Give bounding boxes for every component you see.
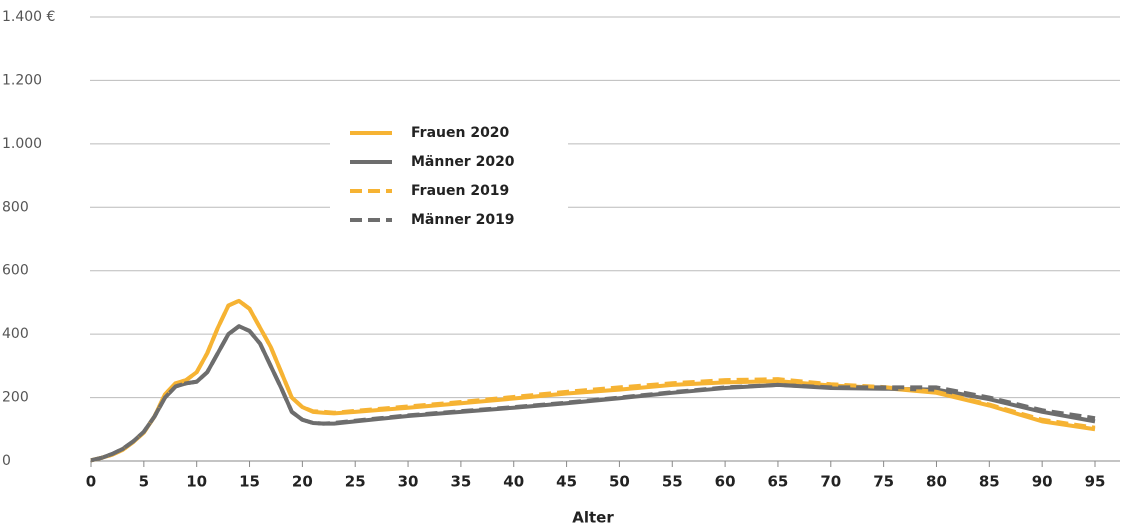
x-axis-label: Alter (572, 509, 614, 527)
x-tick-label: 95 (1085, 473, 1106, 491)
legend-label: Frauen 2019 (411, 183, 509, 199)
y-tick-label: 200 (2, 390, 29, 406)
series-line (90, 298, 1096, 463)
x-tick-label: 50 (609, 473, 630, 491)
y-tick-label: 800 (2, 199, 29, 215)
y-tick-label: 1.000 (2, 136, 42, 152)
x-tick-label: 65 (768, 473, 789, 491)
x-tick-label: 25 (345, 473, 366, 491)
x-tick-label: 10 (186, 473, 207, 491)
x-tick-label: 15 (239, 473, 260, 491)
x-tick-label: 85 (979, 473, 1000, 491)
y-tick-label: 400 (2, 326, 29, 342)
x-tick-label: 20 (292, 473, 313, 491)
x-tick-label: 60 (715, 473, 736, 491)
y-tick-label: 1.200 (2, 72, 42, 88)
x-tick-label: 80 (926, 473, 947, 491)
x-tick-label: 55 (662, 473, 683, 491)
series-line (90, 298, 1096, 463)
legend-label: Frauen 2020 (411, 125, 510, 141)
legend-label: Männer 2020 (411, 154, 515, 170)
x-tick-label: 35 (450, 473, 471, 491)
x-tick-label: 40 (503, 473, 524, 491)
x-tick-label: 30 (398, 473, 419, 491)
legend-box (330, 120, 568, 232)
x-tick-label: 5 (139, 473, 149, 491)
y-tick-label: 600 (2, 263, 29, 279)
x-tick-label: 70 (820, 473, 841, 491)
x-tick-label: 45 (556, 473, 577, 491)
series-line (90, 324, 1096, 463)
y-tick-label: 1.400 € (2, 9, 55, 25)
legend-label: Männer 2019 (411, 212, 515, 228)
y-tick-label: 0 (2, 453, 11, 469)
x-tick-label: 0 (86, 473, 96, 491)
x-tick-label: 75 (873, 473, 894, 491)
x-tick-label: 90 (1032, 473, 1053, 491)
